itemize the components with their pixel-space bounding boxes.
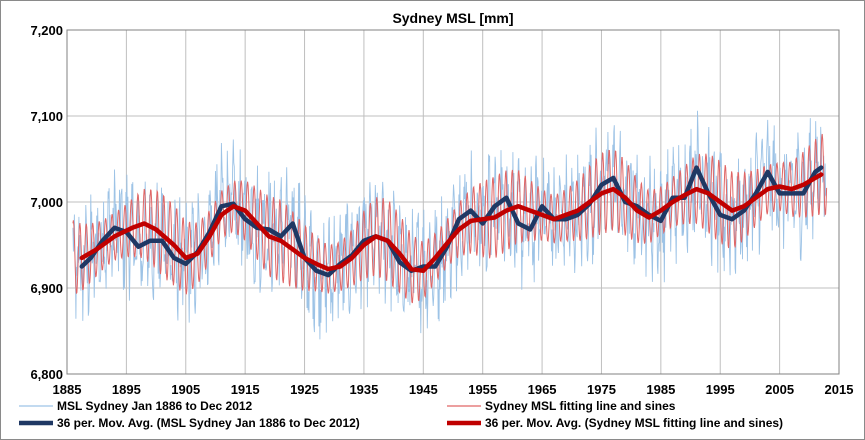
chart-title: Sydney MSL [mm]	[392, 10, 513, 26]
x-tick-label: 1925	[290, 382, 319, 397]
y-tick-label: 7,200	[30, 23, 63, 38]
x-tick-label: 1885	[53, 382, 82, 397]
legend-label: 36 per. Mov. Avg. (MSL Sydney Jan 1886 t…	[57, 416, 360, 430]
legend: MSL Sydney Jan 1886 to Dec 2012 Sydney MS…	[19, 399, 783, 430]
x-tick-label: 1945	[409, 382, 438, 397]
x-tick-label: 2005	[765, 382, 794, 397]
y-tick-label: 7,100	[30, 109, 63, 124]
legend-label: 36 per. Mov. Avg. (Sydney MSL fitting li…	[485, 416, 783, 430]
y-tick-label: 6,800	[30, 367, 63, 382]
x-tick-label: 1915	[231, 382, 260, 397]
x-tick-label: 1895	[112, 382, 141, 397]
y-tick-label: 6,900	[30, 281, 63, 296]
x-tick-label: 1975	[587, 382, 616, 397]
x-tick-label: 1905	[171, 382, 200, 397]
legend-label: Sydney MSL fitting line and sines	[485, 399, 676, 413]
x-tick-label: 1965	[528, 382, 557, 397]
series-layer	[72, 110, 828, 340]
x-tick-label: 2015	[825, 382, 854, 397]
legend-label: MSL Sydney Jan 1886 to Dec 2012	[57, 399, 253, 413]
x-tick-label: 1995	[706, 382, 735, 397]
y-tick-label: 7,000	[30, 195, 63, 210]
series-fit-line	[72, 133, 828, 304]
x-tick-label: 1935	[349, 382, 378, 397]
series-fit-moving-average	[79, 172, 824, 274]
x-tick-label: 1955	[468, 382, 497, 397]
x-tick-label: 1985	[646, 382, 675, 397]
plot-border	[66, 29, 840, 375]
tick-labels: 1885 1895 1905 1915 1925 1935 1945 1955 1965 1975…	[30, 23, 853, 397]
